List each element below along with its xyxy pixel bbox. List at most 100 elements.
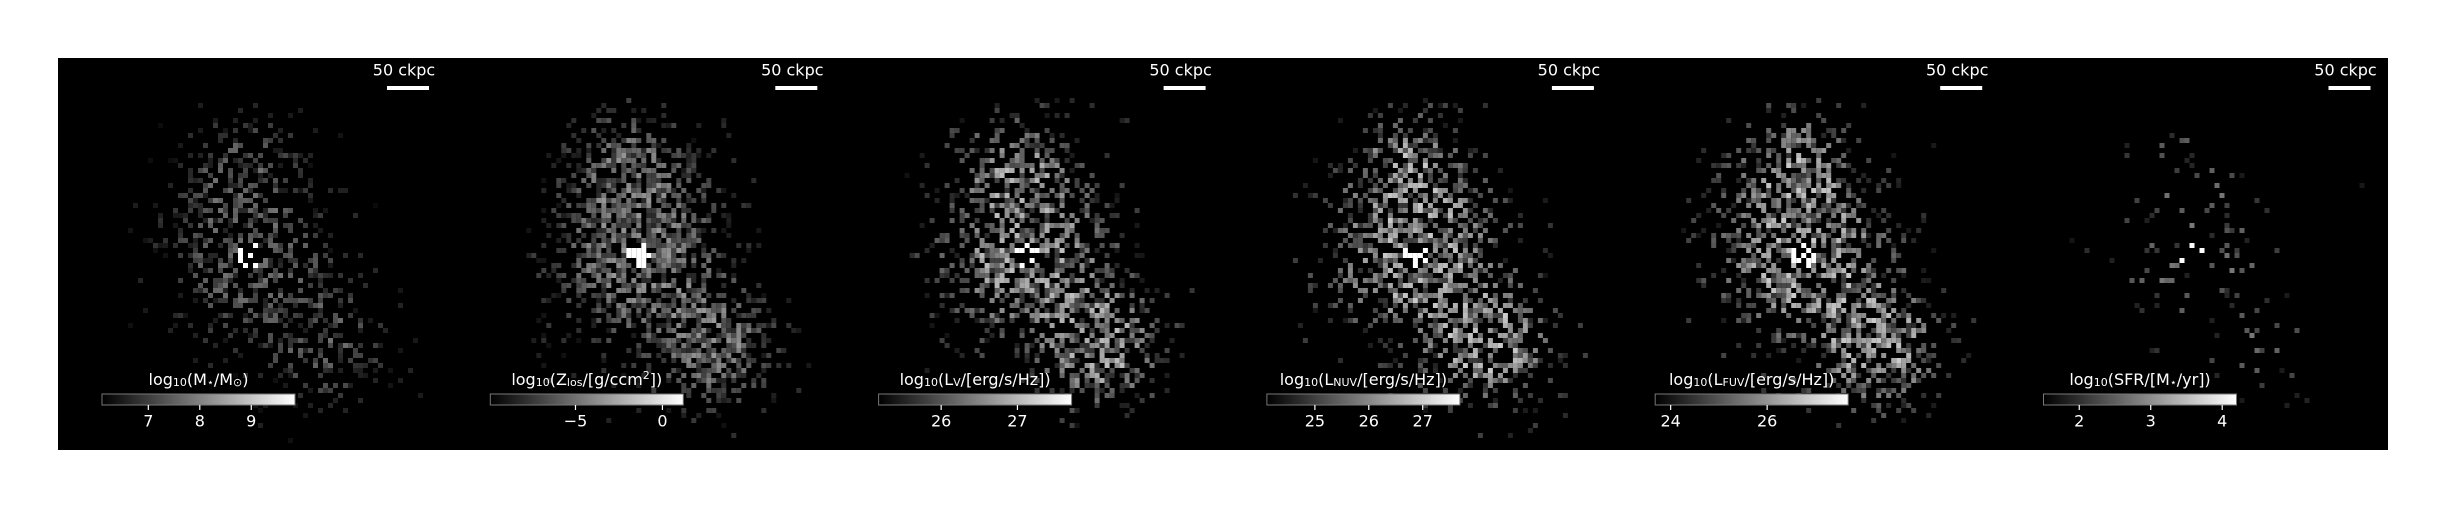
pixel xyxy=(636,348,642,353)
pixel xyxy=(1427,103,1433,108)
pixel xyxy=(786,298,792,303)
pixel xyxy=(591,203,597,208)
pixel xyxy=(766,363,772,368)
pixel xyxy=(1442,313,1448,318)
pixel xyxy=(1806,288,1812,293)
pixel xyxy=(1537,273,1543,278)
pixel xyxy=(1801,348,1807,353)
pixel xyxy=(1841,268,1847,273)
pixel xyxy=(621,218,627,223)
pixel xyxy=(198,153,203,158)
pixel xyxy=(641,263,647,268)
pixel xyxy=(751,298,757,303)
pixel xyxy=(1791,178,1797,183)
pixel xyxy=(1094,343,1100,348)
pixel xyxy=(1477,318,1483,323)
pixel xyxy=(1811,243,1817,248)
pixel xyxy=(1781,303,1787,308)
pixel xyxy=(233,198,238,203)
pixel xyxy=(243,208,248,213)
pixel xyxy=(1836,298,1842,303)
pixel xyxy=(238,353,243,358)
pixel xyxy=(1901,288,1907,293)
pixel xyxy=(1906,403,1912,408)
pixel xyxy=(681,218,687,223)
pixel xyxy=(333,313,338,318)
pixel xyxy=(253,128,258,133)
pixel xyxy=(1816,168,1822,173)
pixel xyxy=(1776,173,1782,178)
pixel xyxy=(1816,298,1822,303)
pixel xyxy=(1856,373,1862,378)
pixel xyxy=(611,188,617,193)
pixel xyxy=(681,353,687,358)
pixel xyxy=(939,253,945,258)
pixel xyxy=(701,193,707,198)
pixel xyxy=(586,248,592,253)
pixel xyxy=(198,233,203,238)
pixel xyxy=(751,343,757,348)
pixel xyxy=(238,233,243,238)
pixel xyxy=(656,228,662,233)
pixel xyxy=(1417,203,1423,208)
pixel xyxy=(1099,303,1105,308)
pixel xyxy=(1149,338,1155,343)
pixel xyxy=(1114,308,1120,313)
pixel xyxy=(1791,283,1797,288)
pixel xyxy=(1422,138,1428,143)
pixel xyxy=(1427,313,1433,318)
pixel xyxy=(596,298,602,303)
pixel xyxy=(646,333,652,338)
pixel xyxy=(746,298,752,303)
pixel xyxy=(1841,298,1847,303)
pixel xyxy=(1432,143,1438,148)
pixel xyxy=(258,178,263,183)
pixel xyxy=(1397,218,1403,223)
pixel xyxy=(1119,338,1125,343)
pixel xyxy=(1074,278,1080,283)
scale-label: 50 ckpc xyxy=(761,61,823,80)
pixel xyxy=(1164,348,1170,353)
pixel xyxy=(621,208,627,213)
pixel xyxy=(293,373,298,378)
pixel xyxy=(999,118,1005,123)
pixel xyxy=(681,298,687,303)
pixel xyxy=(621,313,627,318)
pixel xyxy=(1064,228,1070,233)
pixel xyxy=(999,173,1005,178)
pixel xyxy=(1492,348,1498,353)
pixel xyxy=(691,313,697,318)
pixel xyxy=(711,368,717,373)
pixel xyxy=(1432,293,1438,298)
pixel xyxy=(1771,303,1777,308)
pixel xyxy=(1462,253,1468,258)
pixel xyxy=(1502,318,1508,323)
pixel xyxy=(1437,328,1443,333)
pixel xyxy=(1129,338,1135,343)
pixel xyxy=(1901,398,1907,403)
pixel xyxy=(1776,248,1782,253)
pixel xyxy=(1507,273,1513,278)
pixel xyxy=(1841,163,1847,168)
pixel xyxy=(298,218,303,223)
pixel xyxy=(1791,218,1797,223)
pixel xyxy=(611,238,617,243)
pixel xyxy=(1417,363,1423,368)
pixel xyxy=(696,123,702,128)
pixel xyxy=(1462,348,1468,353)
pixel xyxy=(1044,368,1050,373)
pixel xyxy=(1811,343,1817,348)
pixel xyxy=(646,208,652,213)
pixel xyxy=(2259,383,2265,388)
pixel xyxy=(1796,213,1802,218)
pixel xyxy=(288,258,293,263)
pixel xyxy=(313,303,318,308)
pixel xyxy=(1039,333,1045,338)
pixel xyxy=(1114,213,1120,218)
pixel xyxy=(338,348,343,353)
pixel xyxy=(1871,273,1877,278)
pixel xyxy=(263,263,268,268)
pixel xyxy=(1387,218,1393,223)
pixel xyxy=(1921,343,1927,348)
pixel xyxy=(666,248,672,253)
